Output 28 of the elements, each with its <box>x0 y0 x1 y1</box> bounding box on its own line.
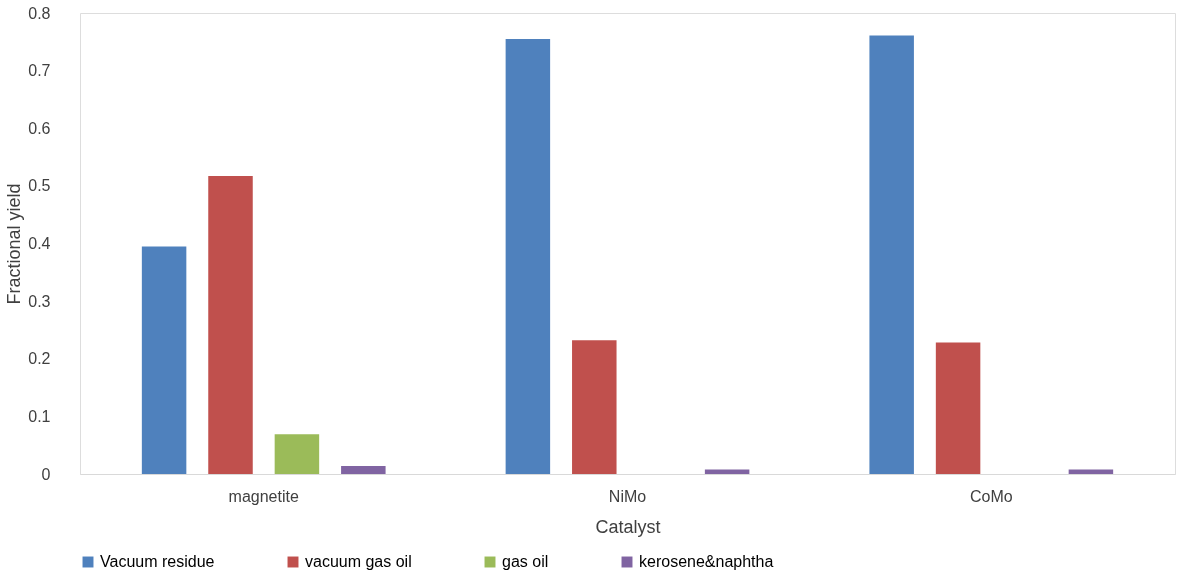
x-tick-label: CoMo <box>969 487 1013 505</box>
legend-label: gas oil <box>502 553 549 570</box>
x-tick-label: magnetite <box>228 487 299 505</box>
bar <box>935 342 981 474</box>
y-tick-label: 0.8 <box>28 4 51 22</box>
y-tick-label: 0.1 <box>28 407 51 425</box>
bar <box>274 434 320 474</box>
legend-label: vacuum gas oil <box>305 553 412 570</box>
y-tick-label: 0.5 <box>28 177 51 195</box>
legend-label: kerosene&naphtha <box>639 553 774 570</box>
bar <box>1068 469 1114 474</box>
y-axis-title: Fractional yield <box>4 183 25 305</box>
y-tick-label: 0.3 <box>28 292 51 310</box>
bar <box>869 35 914 474</box>
bar <box>704 469 750 474</box>
y-tick-label: 0 <box>41 465 51 483</box>
bar <box>572 340 617 474</box>
x-tick-label: NiMo <box>608 487 647 505</box>
y-tick-label: 0.6 <box>28 119 51 137</box>
y-tick-label: 0.2 <box>28 350 51 368</box>
y-tick-label: 0.4 <box>28 235 51 252</box>
x-axis-title: Catalyst <box>595 516 661 537</box>
bar <box>141 246 187 474</box>
bar <box>505 38 551 474</box>
legend-label: Vacuum residue <box>100 553 215 570</box>
bar <box>341 465 386 474</box>
y-tick-label: 0.7 <box>28 62 51 80</box>
bar <box>208 176 253 474</box>
